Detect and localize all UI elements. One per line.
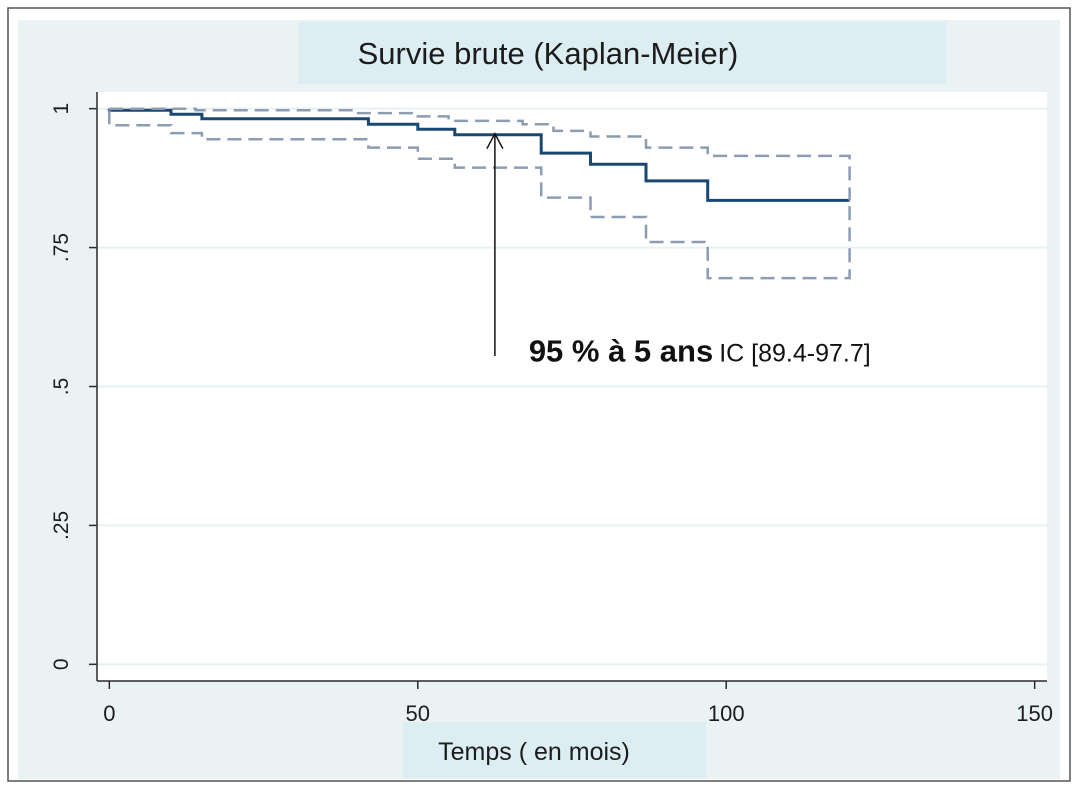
- annotation-text: 95 % à 5 ans IC [89.4-97.7]: [529, 333, 871, 368]
- y-tick-label: 0: [50, 658, 73, 670]
- x-tick-label: 0: [103, 701, 115, 726]
- y-tick-label: .25: [50, 511, 73, 540]
- survival-line: [107, 108, 850, 202]
- x-tick-label: 50: [406, 701, 430, 726]
- annotation: 95 % à 5 ans IC [89.4-97.7]: [486, 132, 871, 368]
- gridlines: [97, 107, 1047, 666]
- title-box: [298, 22, 946, 84]
- y-tick-label: 1: [50, 103, 73, 115]
- chart-title: Survie brute (Kaplan-Meier): [358, 36, 739, 71]
- y-axis-ticks: 0 .25 .5 .75 1: [50, 103, 97, 670]
- x-axis-ticks: 0 50 100 150: [103, 681, 1053, 726]
- annotation-ci-text: IC [89.4-97.7]: [719, 339, 870, 367]
- ci-upper-line: [109, 107, 851, 201]
- outer-border: [7, 7, 1071, 782]
- annotation-arrowhead: [486, 132, 504, 150]
- ci-lower-line: [108, 110, 851, 280]
- x-axis-label: Temps ( en mois): [438, 738, 630, 766]
- x-tick-label: 100: [708, 701, 745, 726]
- annotation-bold-text: 95 % à 5 ans: [529, 333, 713, 368]
- xlabel-box: [403, 722, 706, 778]
- y-tick-label: .5: [50, 378, 73, 396]
- survival-curves: [107, 107, 851, 280]
- y-tick-label: .75: [50, 233, 73, 262]
- x-tick-label: 150: [1016, 701, 1053, 726]
